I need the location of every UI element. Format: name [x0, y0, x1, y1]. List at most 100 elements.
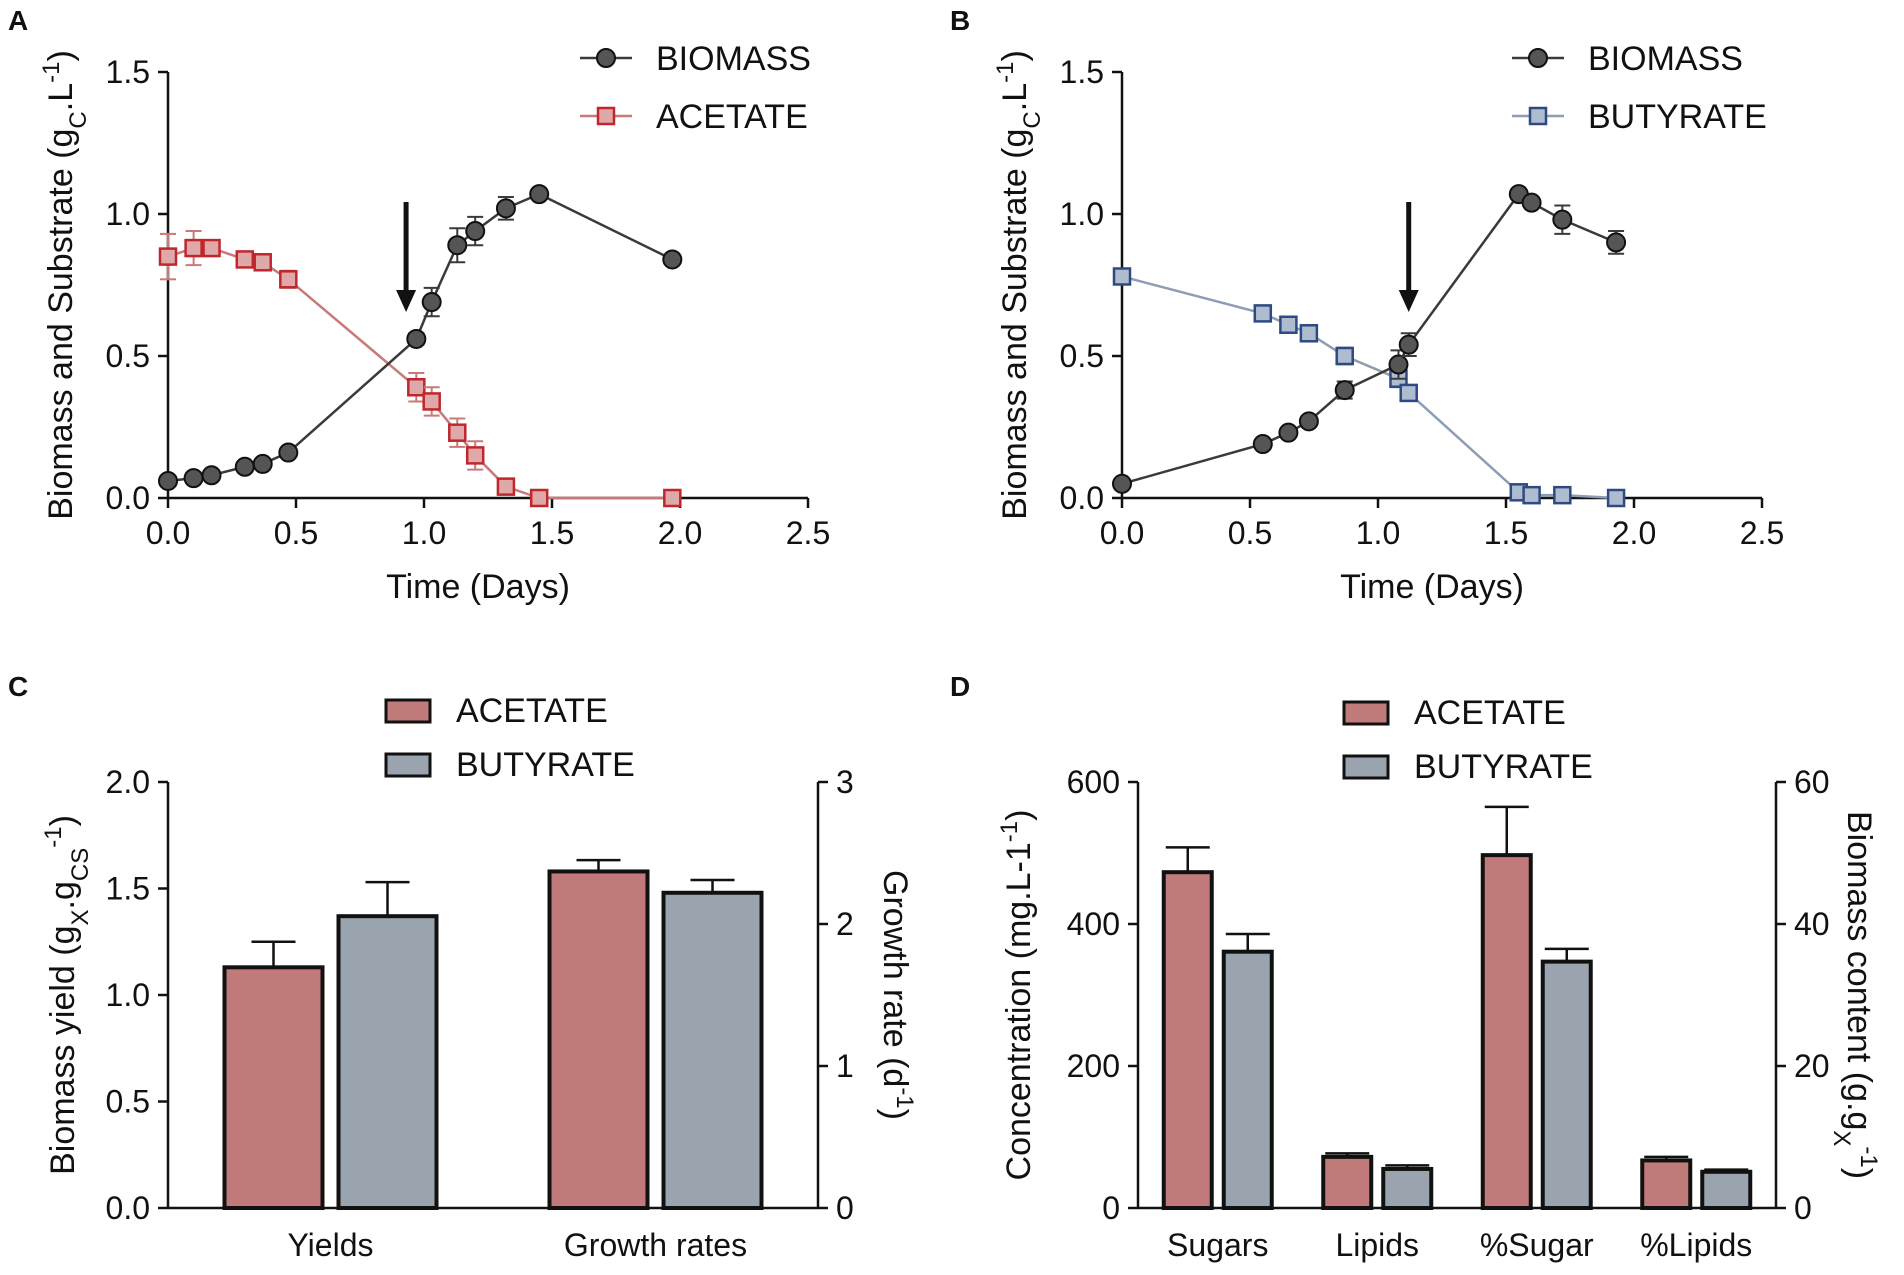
y-axis-right-label: Growth rate (d-1): [876, 870, 919, 1120]
biomass-point: [252, 453, 273, 474]
bar-acetate: [1480, 853, 1533, 1210]
legend-butyrate-swatch: [1342, 754, 1390, 780]
substrate-point: [422, 392, 441, 411]
x-tick-label: 2.0: [1612, 515, 1656, 551]
x-tick-label: 1.0: [1356, 515, 1400, 551]
bar-butyrate: [1540, 959, 1593, 1210]
substrate-point: [1399, 383, 1418, 403]
legend-biomass-label: BIOMASS: [1588, 40, 1743, 78]
substrate-line: [1121, 275, 1617, 500]
panel-a: A 0.0 0.5 1.0 1.5 2.0 2.5 0.0 0.5 1.0 1.5 Time (Day…: [8, 5, 830, 606]
biomass-point: [1388, 354, 1409, 375]
substrate-point: [407, 377, 426, 397]
biomass-point: [495, 198, 516, 219]
y-left-tick-label: 0.0: [106, 1190, 150, 1226]
y-axis-right-label: Biomass content (g.gX-1): [1829, 811, 1883, 1179]
x-tick-label: 1.0: [402, 515, 446, 551]
bar-butyrate: [336, 914, 439, 1210]
biomass-point: [1606, 232, 1627, 253]
bar-acetate: [222, 965, 325, 1210]
x-category-label: Yields: [288, 1227, 374, 1263]
substrate-point: [253, 253, 272, 272]
biomass-line: [1121, 192, 1617, 486]
y-left-tick-label: 200: [1067, 1048, 1120, 1084]
biomass-point: [662, 249, 683, 270]
y-tick-label: 0.0: [1060, 480, 1104, 516]
y-tick-label: 1.5: [1060, 54, 1104, 90]
x-category-label: Sugars: [1167, 1227, 1268, 1263]
panel-d: D 0 200 400 600 0 20 40 60 Concentration (mg.L-1-…: [950, 671, 1883, 1263]
biomass-point: [158, 470, 178, 491]
legend-substrate-marker: [1528, 106, 1548, 126]
y-axis-left-label: Biomass yield (gX.gCS-1): [40, 815, 94, 1175]
biomass-point: [183, 468, 204, 489]
biomass-point: [1552, 209, 1573, 230]
substrate-point: [1299, 324, 1319, 343]
y-left-tick-label: 0: [1102, 1190, 1120, 1226]
legend-butyrate-label: BUTYRATE: [1414, 748, 1593, 786]
y-right-tick-label: 0: [836, 1190, 854, 1226]
y-right-tick-label: 2: [836, 906, 854, 942]
biomass-point: [201, 465, 222, 486]
x-tick-label: 0.5: [274, 515, 318, 551]
y-right-tick-label: 60: [1794, 764, 1830, 800]
x-tick-label: 0.0: [1100, 515, 1144, 551]
panel-b: B 0.0 0.5 1.0 1.5 2.0 2.5 0.0 0.5 1.0 1.5 Time (Day…: [950, 5, 1784, 606]
panel-label: B: [950, 5, 970, 36]
substrate-point: [1335, 346, 1354, 366]
biomass-point: [1252, 434, 1273, 455]
legend-butyrate-label: BUTYRATE: [456, 746, 635, 784]
y-tick-label: 1.5: [106, 54, 150, 90]
legend-butyrate-swatch: [384, 752, 432, 778]
biomass-point: [1334, 380, 1355, 401]
x-category-label: %Sugar: [1480, 1227, 1594, 1263]
y-left-tick-label: 600: [1067, 764, 1120, 800]
y-tick-label: 0.0: [106, 480, 150, 516]
biomass-point: [406, 328, 427, 349]
biomass-point: [529, 184, 550, 205]
y-axis-label: Biomass and Substrate (gC.L-1): [38, 50, 92, 520]
substrate-point: [1112, 267, 1132, 286]
arrow-head: [396, 290, 417, 312]
x-tick-label: 2.5: [786, 515, 830, 551]
bar-acetate: [547, 869, 650, 1211]
y-tick-label: 1.0: [106, 196, 150, 232]
substrate-point: [184, 238, 203, 258]
substrate-point: [1522, 485, 1541, 505]
panel-label: D: [950, 671, 970, 702]
biomass-point: [1278, 422, 1299, 443]
substrate-point: [1606, 488, 1626, 508]
y-left-tick-label: 0.5: [106, 1084, 150, 1120]
x-axis-label: Time (Days): [1340, 568, 1524, 606]
bar-acetate: [1161, 870, 1214, 1210]
legend-substrate-marker: [596, 106, 616, 126]
legend-acetate-swatch: [384, 698, 432, 724]
y-right-tick-label: 20: [1794, 1048, 1830, 1084]
y-right-tick-label: 0: [1794, 1190, 1812, 1226]
legend-acetate-label: ACETATE: [456, 692, 608, 730]
substrate-point: [158, 247, 178, 266]
x-tick-label: 0.5: [1228, 515, 1272, 551]
legend-acetate-swatch: [1342, 700, 1390, 726]
substrate-point: [1279, 315, 1298, 335]
x-category-label: Growth rates: [564, 1227, 747, 1263]
y-tick-label: 0.5: [1060, 338, 1104, 374]
x-tick-label: 1.5: [1484, 515, 1528, 551]
substrate-point: [279, 270, 298, 289]
substrate-point: [235, 250, 255, 269]
legend-acetate-label: ACETATE: [1414, 694, 1566, 732]
x-tick-label: 2.5: [1740, 515, 1784, 551]
substrate-point: [448, 423, 467, 442]
bar-butyrate: [661, 890, 764, 1210]
arrow-head: [1398, 290, 1419, 312]
y-tick-label: 1.0: [1060, 196, 1104, 232]
bar-butyrate: [1381, 1166, 1434, 1210]
y-left-tick-label: 1.5: [106, 871, 150, 907]
x-tick-label: 1.5: [530, 515, 574, 551]
legend-biomass-label: BIOMASS: [656, 40, 811, 78]
biomass-point: [278, 442, 299, 463]
biomass-point: [421, 292, 442, 313]
biomass-point: [1298, 411, 1319, 432]
substrate-point: [465, 446, 485, 465]
